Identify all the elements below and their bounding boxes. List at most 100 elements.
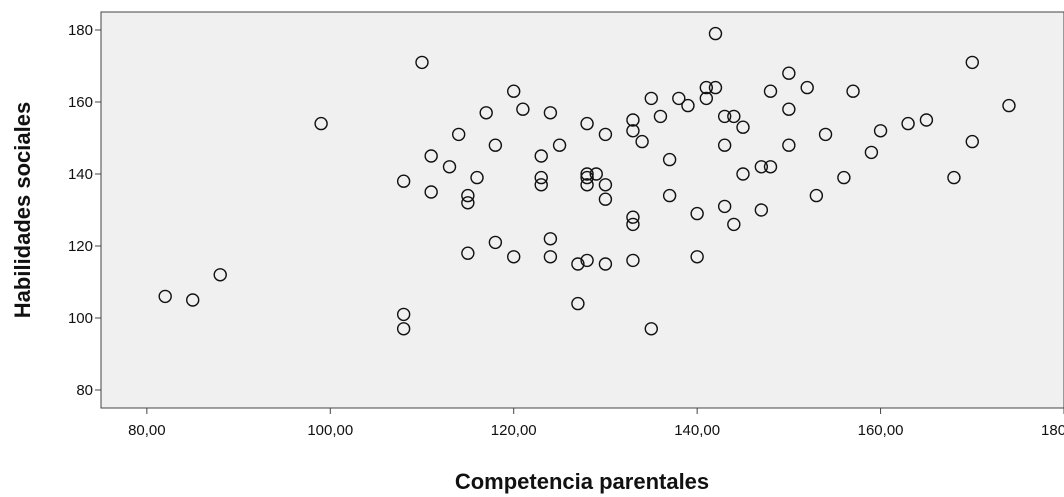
plot-area	[100, 11, 1064, 409]
data-point	[580, 253, 594, 268]
x-tick-label: 180,00	[1041, 422, 1064, 439]
data-point	[818, 127, 833, 142]
data-point	[213, 268, 227, 282]
data-point	[552, 138, 567, 152]
y-tick-label: 180	[68, 22, 93, 39]
data-point	[864, 145, 879, 160]
data-point	[708, 26, 723, 41]
data-point	[571, 296, 585, 311]
data-point	[461, 246, 475, 260]
data-point	[589, 167, 603, 181]
data-point	[1002, 98, 1016, 113]
data-point	[635, 134, 649, 149]
data-point	[736, 167, 750, 181]
data-point	[396, 307, 411, 322]
y-axis: 80 100 120 140 160 180	[68, 22, 101, 399]
data-point	[626, 124, 640, 138]
data-point	[699, 80, 714, 95]
data-point	[158, 289, 172, 304]
data-point	[598, 257, 613, 271]
data-point	[598, 127, 613, 142]
data-point	[534, 149, 548, 163]
data-point	[451, 127, 466, 142]
data-point	[396, 174, 411, 188]
data-point	[947, 170, 961, 185]
data-point	[580, 170, 594, 185]
data-points	[158, 26, 1016, 336]
data-point	[442, 160, 457, 174]
y-tick-label: 120	[68, 238, 93, 255]
data-point	[488, 235, 503, 250]
data-point	[690, 250, 704, 264]
data-point	[708, 80, 723, 95]
data-point	[644, 322, 658, 336]
x-axis-title: Competencia parentales	[455, 469, 709, 494]
data-point	[763, 160, 778, 174]
data-point	[754, 160, 769, 174]
data-point	[873, 124, 888, 138]
data-point	[543, 250, 558, 264]
data-point	[479, 106, 493, 120]
data-point	[653, 109, 668, 124]
data-point	[488, 138, 503, 152]
data-point	[736, 120, 750, 134]
data-point	[644, 91, 658, 106]
x-tick-label: 160,00	[858, 422, 904, 439]
data-point	[919, 113, 934, 127]
data-point	[837, 170, 851, 185]
data-point	[626, 217, 640, 232]
data-point	[507, 84, 521, 98]
data-point	[580, 116, 594, 131]
y-tick-label: 80	[76, 382, 93, 399]
data-point	[424, 185, 438, 199]
y-tick-label: 100	[68, 310, 93, 327]
x-tick-label: 80,00	[128, 422, 166, 439]
data-point	[690, 206, 704, 221]
data-point	[782, 138, 796, 152]
data-point	[846, 84, 860, 98]
y-axis-title: Habilidades sociales	[10, 102, 35, 318]
data-point	[699, 91, 714, 106]
data-point	[717, 109, 732, 124]
data-point	[314, 116, 328, 131]
data-point	[672, 91, 686, 106]
data-point	[763, 84, 778, 98]
data-point	[470, 170, 484, 185]
data-point	[717, 199, 732, 214]
data-point	[626, 210, 640, 224]
data-point	[507, 250, 521, 264]
data-point	[534, 170, 548, 185]
data-point	[186, 293, 200, 307]
data-point	[965, 55, 979, 70]
data-point	[662, 188, 677, 203]
data-point	[461, 196, 475, 210]
data-point	[782, 66, 796, 80]
data-point	[727, 217, 741, 232]
data-point	[543, 106, 558, 120]
data-point	[782, 102, 796, 116]
data-point	[681, 98, 695, 113]
data-point	[424, 149, 438, 163]
data-point	[516, 102, 530, 116]
data-point	[800, 80, 814, 95]
x-tick-label: 120,00	[491, 422, 537, 439]
y-tick-label: 160	[68, 94, 93, 111]
data-point	[580, 178, 594, 192]
data-point	[717, 138, 732, 152]
data-point	[626, 113, 640, 127]
data-point	[598, 192, 613, 206]
x-axis: 80,00 100,00 120,00 140,00 160,00 180,00	[128, 408, 1064, 439]
data-point	[626, 253, 640, 268]
y-tick-label: 140	[68, 166, 93, 183]
data-point	[543, 232, 558, 246]
data-point	[727, 109, 741, 124]
data-point	[901, 116, 915, 131]
data-point	[598, 178, 613, 192]
data-point	[754, 203, 769, 217]
x-tick-label: 100,00	[307, 422, 353, 439]
data-point	[415, 55, 429, 70]
data-point	[580, 167, 594, 181]
data-point	[461, 188, 475, 203]
data-point	[662, 152, 677, 167]
